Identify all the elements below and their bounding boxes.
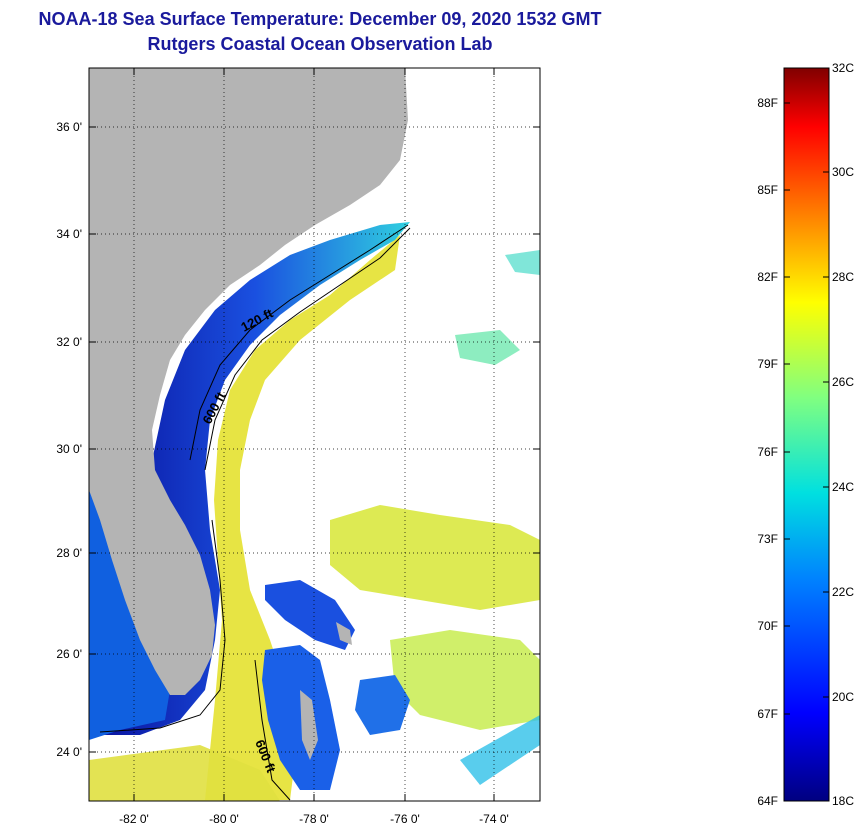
map-subtitle: Rutgers Coastal Ocean Observation Lab: [147, 34, 493, 54]
colorbar-c-label: 22C: [832, 585, 854, 599]
lat-tick-label: 24 0': [56, 745, 82, 759]
cool-patch: [455, 330, 520, 365]
colorbar-ticks: [784, 102, 829, 715]
colorbar-f-label: 85F: [757, 183, 778, 197]
colorbar-c-label: 32C: [832, 61, 854, 75]
land-mass: [89, 68, 408, 695]
colorbar-c-label: 26C: [832, 375, 854, 389]
lat-tick-label: 36 0': [56, 120, 82, 134]
colorbar-c-label: 18C: [832, 794, 854, 808]
colorbar-f-label: 79F: [757, 357, 778, 371]
warm-patch: [390, 630, 540, 730]
bahamas-bank: [262, 645, 340, 790]
lon-tick-label: -74 0': [479, 812, 509, 826]
lat-tick-label: 34 0': [56, 227, 82, 241]
colorbar-c-label: 30C: [832, 165, 854, 179]
colorbar-f-label: 73F: [757, 532, 778, 546]
bahamas-bank: [265, 580, 355, 650]
warm-patch: [330, 505, 540, 610]
lon-tick-label: -78 0': [299, 812, 329, 826]
bahamas-island: [336, 622, 352, 645]
colorbar-f-label: 67F: [757, 707, 778, 721]
colorbar-f-label: 70F: [757, 619, 778, 633]
bahamas-island: [300, 690, 318, 760]
cool-patch-southeast: [460, 715, 540, 785]
colorbar: [783, 67, 830, 802]
lat-tick-label: 30 0': [56, 442, 82, 456]
lat-tick-label: 28 0': [56, 546, 82, 560]
bahamas-bank: [355, 675, 410, 735]
lon-tick-label: -82 0': [119, 812, 149, 826]
map-layers: 120 ft 600 ft 600 ft: [89, 68, 540, 801]
contour-600ft: [99, 227, 411, 733]
colorbar-c-label: 28C: [832, 270, 854, 284]
colorbar-f-label: 82F: [757, 270, 778, 284]
lon-tick-label: -80 0': [209, 812, 239, 826]
gulf-stream-band: [205, 235, 400, 800]
contour-600ft-bahamas: [254, 659, 291, 801]
colorbar-f-label: 76F: [757, 445, 778, 459]
lat-tick-label: 26 0': [56, 647, 82, 661]
colorbar-f-label: 88F: [757, 96, 778, 110]
gulf-cold-water: [89, 490, 170, 740]
lat-tick-label: 32 0': [56, 335, 82, 349]
colorbar-f-label: 64F: [757, 794, 778, 808]
warm-patch-south: [89, 745, 280, 801]
map-title: NOAA-18 Sea Surface Temperature: Decembe…: [38, 9, 602, 29]
cool-patch: [505, 250, 540, 275]
lon-tick-label: -76 0': [390, 812, 420, 826]
tick-marks: [89, 68, 540, 801]
colorbar-c-label: 20C: [832, 690, 854, 704]
contour-120ft: [189, 224, 409, 461]
colorbar-c-label: 24C: [832, 480, 854, 494]
